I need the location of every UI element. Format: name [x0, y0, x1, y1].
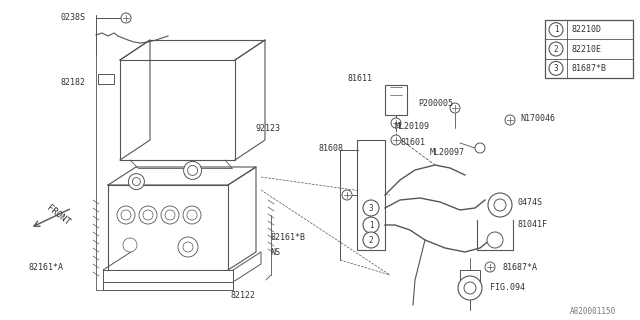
Text: 82182: 82182 [60, 77, 85, 86]
Text: FRONT: FRONT [45, 203, 72, 227]
Bar [357, 140, 385, 250]
Text: 82210E: 82210E [571, 44, 601, 53]
Text: P200005: P200005 [418, 99, 453, 108]
Text: 81611: 81611 [347, 74, 372, 83]
Circle shape [549, 23, 563, 37]
Text: 82161*A: 82161*A [28, 263, 63, 273]
Circle shape [184, 161, 202, 180]
Bar [545, 20, 633, 78]
Text: NS: NS [270, 247, 280, 257]
Circle shape [391, 118, 401, 128]
Circle shape [464, 282, 476, 294]
Circle shape [121, 210, 131, 220]
Circle shape [363, 200, 379, 216]
Circle shape [485, 262, 495, 272]
Text: ML20109: ML20109 [395, 122, 430, 131]
Text: 82161*B: 82161*B [270, 233, 305, 242]
Text: 1: 1 [369, 220, 373, 229]
Circle shape [165, 210, 175, 220]
Circle shape [132, 178, 140, 186]
Circle shape [121, 13, 131, 23]
Circle shape [342, 190, 352, 200]
Circle shape [488, 193, 512, 217]
Circle shape [475, 143, 485, 153]
Circle shape [188, 165, 198, 175]
Text: N170046: N170046 [520, 114, 555, 123]
Text: 0474S: 0474S [517, 197, 542, 206]
Circle shape [183, 242, 193, 252]
Text: 2: 2 [369, 236, 373, 244]
Text: 92123: 92123 [255, 124, 280, 132]
Circle shape [183, 206, 201, 224]
Bar [460, 270, 480, 285]
Circle shape [117, 206, 135, 224]
Text: 0238S: 0238S [60, 12, 85, 21]
Circle shape [505, 115, 515, 125]
Circle shape [549, 61, 563, 75]
Circle shape [139, 206, 157, 224]
Text: 81601: 81601 [400, 138, 425, 147]
Circle shape [487, 232, 503, 248]
Text: ML20097: ML20097 [430, 148, 465, 156]
Circle shape [123, 238, 137, 252]
Circle shape [363, 217, 379, 233]
Text: 82122: 82122 [230, 291, 255, 300]
Bar [385, 85, 407, 115]
Circle shape [391, 135, 401, 145]
Circle shape [450, 103, 460, 113]
Text: FIG.094: FIG.094 [490, 284, 525, 292]
Circle shape [129, 173, 145, 189]
Circle shape [363, 232, 379, 248]
Text: 3: 3 [369, 204, 373, 212]
Circle shape [458, 276, 482, 300]
Text: 2: 2 [554, 44, 558, 53]
Circle shape [161, 206, 179, 224]
Text: A820001150: A820001150 [570, 308, 616, 316]
Circle shape [178, 237, 198, 257]
Text: 82210D: 82210D [571, 25, 601, 34]
Circle shape [143, 210, 153, 220]
Circle shape [494, 199, 506, 211]
Text: 81687*A: 81687*A [502, 262, 537, 271]
Bar [98, 74, 114, 84]
Text: 81608: 81608 [318, 143, 343, 153]
Text: 81041F: 81041F [517, 220, 547, 228]
Bar [103, 270, 233, 282]
Text: 1: 1 [554, 25, 558, 34]
Circle shape [549, 42, 563, 56]
Text: 81687*B: 81687*B [571, 64, 606, 73]
Circle shape [187, 210, 197, 220]
Text: 3: 3 [554, 64, 558, 73]
